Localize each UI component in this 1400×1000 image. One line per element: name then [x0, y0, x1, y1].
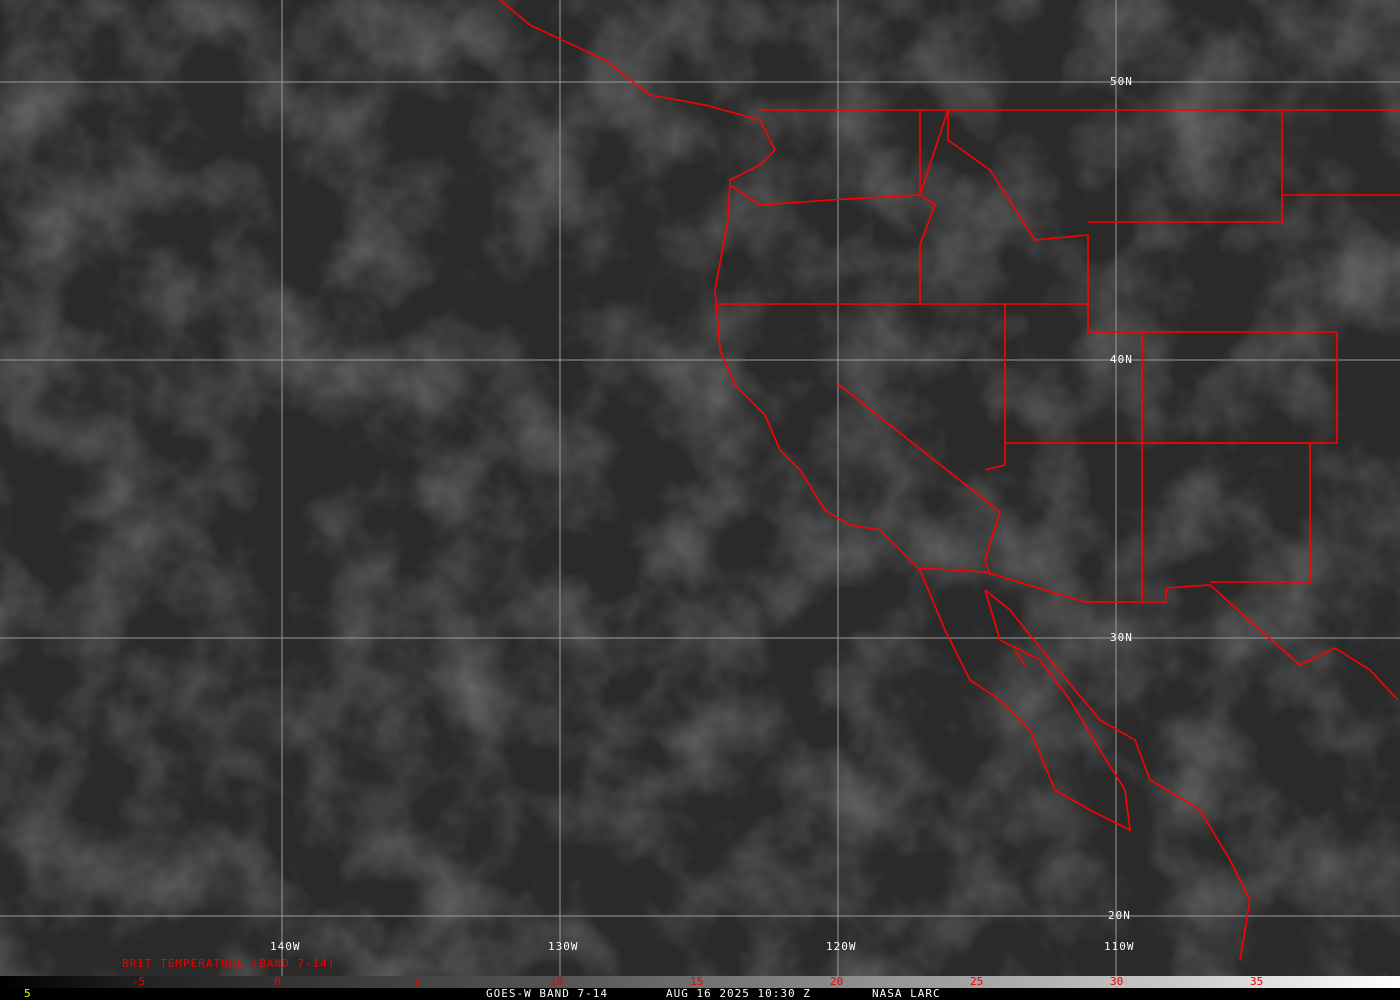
- info-bar: [0, 988, 1400, 1000]
- colorbar-tick: 5: [414, 975, 421, 988]
- cloud-texture: [0, 0, 1400, 976]
- lat-label-20n: 20N: [1108, 909, 1131, 922]
- lat-label-30n: 30N: [1110, 631, 1133, 644]
- timestamp: AUG 16 2025 10:30 Z: [666, 987, 811, 1000]
- colorbar-tick: 35: [1250, 975, 1264, 988]
- lon-label-140w: 140W: [270, 940, 301, 953]
- colorbar-tick: 25: [970, 975, 984, 988]
- lon-label-110w: 110W: [1104, 940, 1135, 953]
- coastline-west: [499, 0, 1131, 832]
- coastline-mainland-mexico: [984, 589, 1251, 961]
- colorbar-tick: -5: [132, 975, 146, 988]
- credit: NASA LARC: [872, 987, 941, 1000]
- colorbar: [0, 976, 1400, 988]
- border-id: [919, 109, 1089, 304]
- lat-label-50n: 50N: [1110, 75, 1133, 88]
- frame-number: 5: [24, 987, 32, 1000]
- lat-label-40n: 40N: [1110, 353, 1133, 366]
- colorbar-tick: 30: [1110, 975, 1124, 988]
- graticule: [0, 0, 1400, 976]
- lon-label-120w: 120W: [826, 940, 857, 953]
- colorbar-tick: 0: [274, 975, 281, 988]
- border-mt-wy: [1088, 110, 1283, 223]
- border-ca-nv: [837, 383, 1001, 576]
- border-gulf-of-california-islands: [1014, 649, 1026, 666]
- lon-label-130w: 130W: [548, 940, 579, 953]
- colorbar-tick: 15: [690, 975, 704, 988]
- satellite-band-title: GOES-W BAND 7-14: [486, 987, 608, 1000]
- border-us-mexico: [919, 567, 1399, 701]
- political-borders: [499, 0, 1400, 961]
- product-label: BRIT TEMPERATURE (BAND 7-14): [122, 957, 336, 970]
- colorbar-tick: 20: [830, 975, 844, 988]
- colorbar-tick: 10: [550, 975, 564, 988]
- border-co: [1141, 331, 1338, 602]
- border-nv-east: [984, 304, 1006, 471]
- border-nm: [1142, 442, 1311, 583]
